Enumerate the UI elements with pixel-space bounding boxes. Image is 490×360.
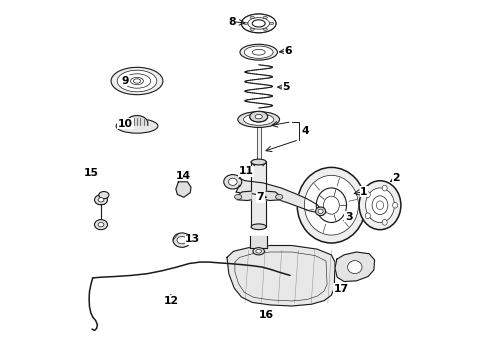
Ellipse shape xyxy=(95,195,107,205)
Ellipse shape xyxy=(98,222,104,227)
Ellipse shape xyxy=(304,175,358,235)
Text: 1: 1 xyxy=(360,186,368,197)
Polygon shape xyxy=(227,246,335,306)
Polygon shape xyxy=(176,182,191,197)
Ellipse shape xyxy=(130,77,144,85)
Ellipse shape xyxy=(95,220,107,230)
Ellipse shape xyxy=(111,67,163,95)
Ellipse shape xyxy=(245,46,273,58)
Ellipse shape xyxy=(250,17,254,19)
Text: 6: 6 xyxy=(284,46,292,56)
Ellipse shape xyxy=(323,196,339,214)
Ellipse shape xyxy=(116,119,158,133)
Ellipse shape xyxy=(248,18,270,29)
Ellipse shape xyxy=(275,194,283,199)
Ellipse shape xyxy=(263,17,268,19)
Ellipse shape xyxy=(228,178,237,185)
Text: 3: 3 xyxy=(345,212,352,222)
Text: 13: 13 xyxy=(185,234,200,244)
Ellipse shape xyxy=(252,20,265,27)
Ellipse shape xyxy=(238,112,280,127)
Polygon shape xyxy=(236,178,321,213)
Ellipse shape xyxy=(366,188,394,222)
Text: 12: 12 xyxy=(164,296,179,306)
Text: 8: 8 xyxy=(228,17,235,27)
Ellipse shape xyxy=(224,175,242,189)
Ellipse shape xyxy=(123,74,151,88)
Ellipse shape xyxy=(359,181,401,230)
Text: 9: 9 xyxy=(122,76,129,86)
Text: 17: 17 xyxy=(334,284,349,294)
Polygon shape xyxy=(126,116,148,125)
Ellipse shape xyxy=(255,114,262,119)
Ellipse shape xyxy=(256,249,262,253)
Ellipse shape xyxy=(270,22,274,24)
Ellipse shape xyxy=(242,14,276,33)
Ellipse shape xyxy=(347,261,362,274)
Polygon shape xyxy=(266,191,281,201)
Ellipse shape xyxy=(253,248,265,255)
Ellipse shape xyxy=(316,207,326,216)
Text: 7: 7 xyxy=(257,192,264,202)
Ellipse shape xyxy=(99,192,109,199)
Ellipse shape xyxy=(98,198,104,202)
Ellipse shape xyxy=(372,196,388,215)
Ellipse shape xyxy=(244,22,248,24)
Polygon shape xyxy=(237,191,251,201)
Ellipse shape xyxy=(365,192,370,198)
Ellipse shape xyxy=(263,28,268,30)
Ellipse shape xyxy=(297,167,366,243)
Ellipse shape xyxy=(365,213,370,219)
Ellipse shape xyxy=(382,185,387,191)
Text: 5: 5 xyxy=(282,82,290,92)
Ellipse shape xyxy=(250,28,254,30)
Ellipse shape xyxy=(240,44,277,60)
Ellipse shape xyxy=(376,201,384,210)
Ellipse shape xyxy=(250,111,268,122)
Text: 4: 4 xyxy=(302,126,310,136)
Polygon shape xyxy=(335,252,374,282)
Ellipse shape xyxy=(252,49,265,55)
Text: 11: 11 xyxy=(239,166,254,176)
Ellipse shape xyxy=(133,79,141,83)
Ellipse shape xyxy=(177,237,187,244)
Ellipse shape xyxy=(242,14,276,33)
Text: 2: 2 xyxy=(392,173,400,183)
Text: 15: 15 xyxy=(84,168,99,178)
Ellipse shape xyxy=(235,194,242,199)
Ellipse shape xyxy=(251,159,266,165)
Ellipse shape xyxy=(392,202,398,208)
Text: 16: 16 xyxy=(259,310,274,320)
Ellipse shape xyxy=(251,224,266,230)
Ellipse shape xyxy=(117,70,157,92)
Ellipse shape xyxy=(318,209,323,213)
Ellipse shape xyxy=(173,233,191,247)
Text: 10: 10 xyxy=(118,119,133,129)
Ellipse shape xyxy=(244,114,274,125)
Text: 14: 14 xyxy=(175,171,191,181)
Ellipse shape xyxy=(382,220,387,225)
Ellipse shape xyxy=(316,188,346,222)
